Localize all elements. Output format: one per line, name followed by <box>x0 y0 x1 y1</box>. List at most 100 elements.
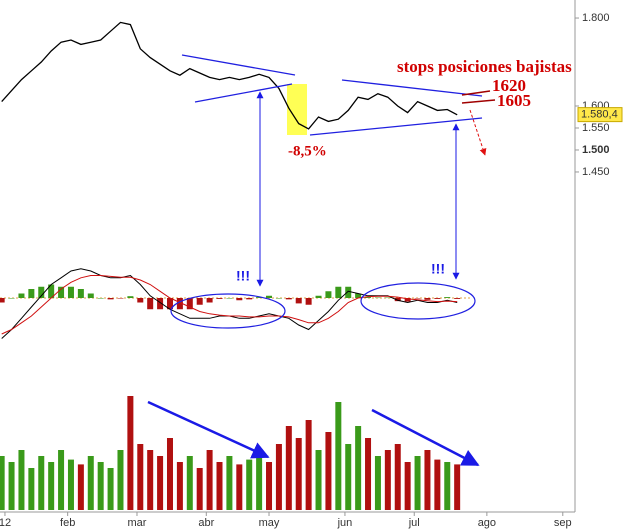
volume-bar <box>48 462 55 510</box>
histogram-bar <box>355 293 362 298</box>
x-tick-label: abr <box>198 517 214 529</box>
y-tick-label: 1.550 <box>582 122 610 134</box>
divergence-ellipse <box>170 293 286 329</box>
histogram-bar <box>345 286 352 298</box>
x-tick-label: may <box>259 517 280 529</box>
histogram-bar <box>335 286 342 298</box>
volume-bar <box>434 459 441 510</box>
x-tick-label: feb <box>60 517 75 529</box>
trend-line <box>341 79 483 97</box>
volume-bar <box>87 456 94 510</box>
y-tick-label: 1.500 <box>582 144 610 156</box>
data-line <box>1 275 458 335</box>
volume-bar <box>374 456 381 510</box>
volume-bar <box>196 468 203 510</box>
volume-bar <box>67 459 74 510</box>
histogram-bar <box>38 286 45 298</box>
histogram-bar <box>48 284 55 298</box>
histogram-bar <box>394 298 401 302</box>
x-tick-label: jul <box>408 517 420 529</box>
histogram-bar <box>28 289 35 298</box>
histogram-bar <box>127 296 134 298</box>
stop-line <box>461 90 491 96</box>
volume-bar <box>404 462 411 510</box>
annotation: stops posiciones bajistas <box>397 57 572 76</box>
volume-bar <box>186 456 193 510</box>
volume-bar <box>384 450 391 510</box>
trend-line <box>194 83 293 103</box>
x-tick-label: jun <box>337 517 353 529</box>
volume-bar <box>345 444 352 510</box>
histogram-bar <box>8 298 15 299</box>
histogram-bar <box>444 297 451 298</box>
histogram-bar <box>384 297 391 299</box>
volume-bar <box>0 456 5 510</box>
histogram-bar <box>315 295 322 298</box>
histogram-bar <box>18 293 25 298</box>
histogram-bar <box>77 289 84 298</box>
annotation-layer: stops posiciones bajistas 1620 1605 -8,5… <box>147 54 572 467</box>
volume-bar <box>355 426 362 510</box>
data-line <box>1 21 458 130</box>
histogram-bar <box>285 298 292 300</box>
histogram-bar <box>0 298 5 303</box>
histogram-bar <box>295 298 302 304</box>
volume-bar <box>285 426 292 510</box>
volume-bar <box>117 450 124 510</box>
annotation: !!! <box>236 268 250 284</box>
volume-bar <box>97 462 104 510</box>
volume-bar <box>454 464 461 510</box>
volume-bar <box>335 402 342 510</box>
annotation: 1605 <box>497 91 531 110</box>
volume-bar <box>58 450 65 510</box>
volume-bar <box>305 420 312 510</box>
volume-bar <box>38 456 45 510</box>
histogram-bar <box>186 298 193 310</box>
histogram-bar <box>87 293 94 298</box>
volume-bar <box>107 468 114 510</box>
volume-arrow <box>371 408 480 467</box>
volume-bar <box>246 459 253 510</box>
volume-bar <box>236 464 243 510</box>
volume-bar <box>394 444 401 510</box>
x-tick-label: mar <box>128 517 147 529</box>
histogram-bar <box>137 298 144 303</box>
volume-bar <box>77 464 84 510</box>
volume-bar <box>275 444 282 510</box>
histogram-bar <box>424 298 431 300</box>
volume-bar <box>444 462 451 510</box>
annotation: 1620 <box>492 76 526 95</box>
volume-bar <box>206 450 213 510</box>
down-arrow <box>469 109 487 156</box>
annotation: !!! <box>431 261 445 277</box>
y-tick-label: 1.800 <box>582 12 610 24</box>
histogram-bar <box>67 286 74 298</box>
volume-bar <box>315 450 322 510</box>
histogram-bar <box>365 297 372 298</box>
histogram-bar <box>157 298 164 310</box>
histogram-bar <box>434 298 441 299</box>
volume-bar <box>166 438 173 510</box>
volume-bar <box>256 450 263 510</box>
histogram-bar <box>216 298 223 299</box>
x-tick-label: sep <box>554 517 572 529</box>
volume-bar <box>176 462 183 510</box>
histogram-bar <box>246 298 253 300</box>
histogram-bar <box>404 298 411 302</box>
histogram-bar <box>206 298 213 303</box>
histogram-bar <box>454 298 461 299</box>
volume-bar <box>295 438 302 510</box>
histogram-bar <box>305 298 312 305</box>
trend-line <box>181 54 296 76</box>
last-price-label: 1.580,4 <box>581 109 618 121</box>
histogram-bar <box>176 298 183 310</box>
volume-bar <box>266 462 273 510</box>
stop-line <box>461 99 496 104</box>
volume-bar <box>325 432 332 510</box>
volume-bar <box>8 462 15 510</box>
histogram-bar <box>414 298 421 299</box>
histogram-bar <box>266 295 273 298</box>
